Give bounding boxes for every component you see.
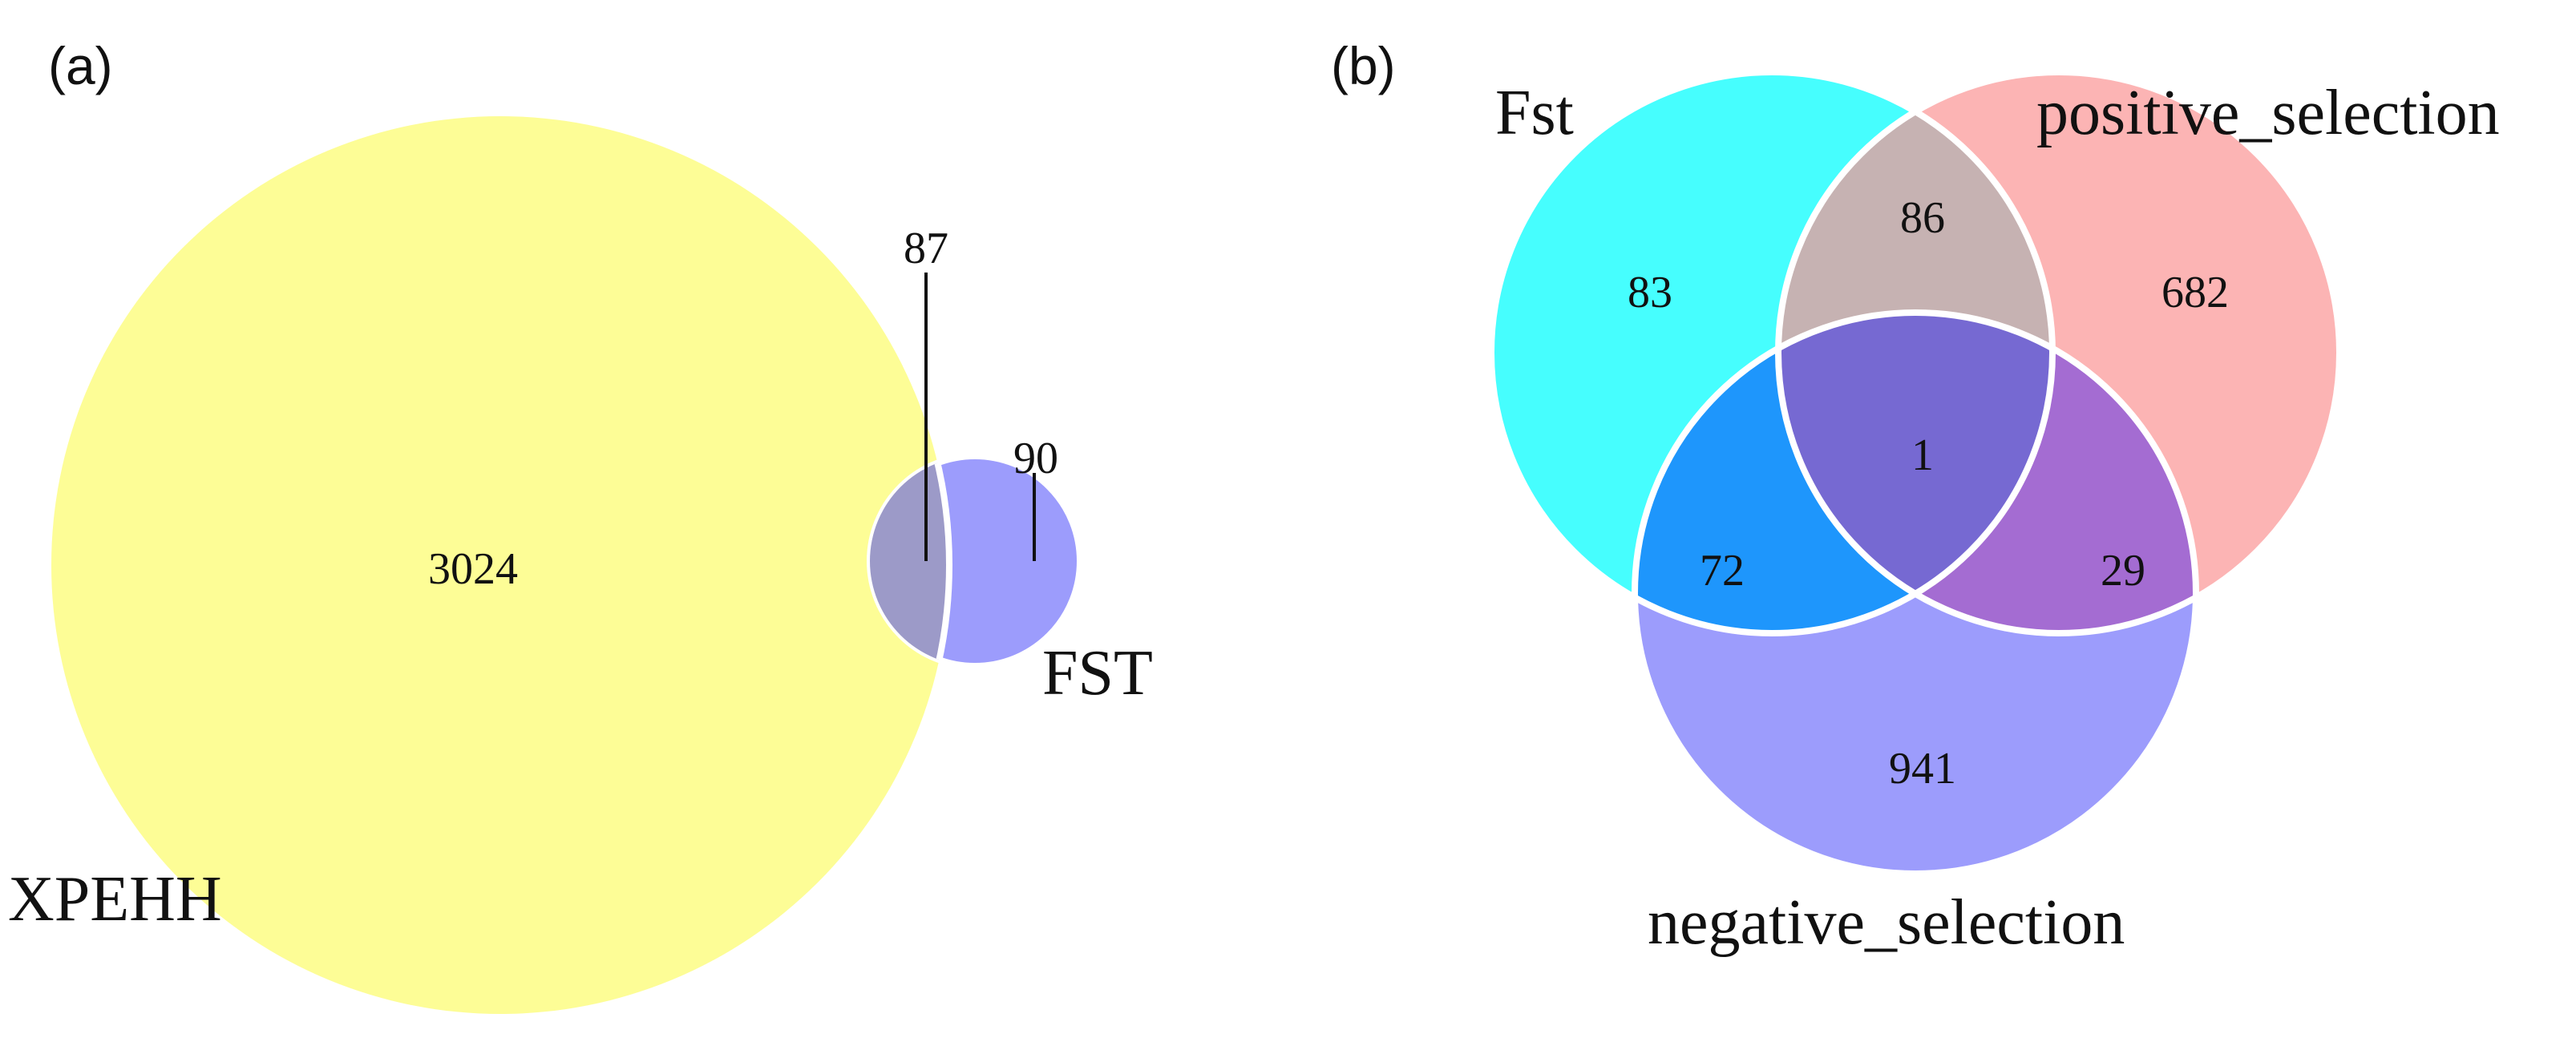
- xpehh-set-label: XPEHH: [8, 864, 222, 935]
- negative-selection-set-label: negative_selection: [1648, 887, 2125, 958]
- positive-only-count: 682: [2161, 268, 2229, 317]
- negative-only-count: 941: [1889, 744, 1956, 794]
- xpehh-set-circle: [51, 116, 949, 1014]
- fst-set-label: FST: [1042, 638, 1153, 709]
- positive-selection-set-label: positive_selection: [2036, 78, 2500, 148]
- fst-only-count: 90: [1013, 434, 1058, 483]
- panel-b: (b) 83 86 682 1 72 29 941: [1331, 36, 2500, 958]
- xpehh-fst-intersection-count: 87: [904, 224, 948, 273]
- panel-b-label: (b): [1331, 36, 1396, 95]
- panel-a: (a) 3024 87 90 XPEHH FST: [8, 36, 1153, 1014]
- xpehh-overlap-border: [870, 456, 952, 666]
- positive-negative-count: 29: [2101, 546, 2145, 596]
- negative-circle-border: [1632, 309, 2199, 877]
- panel-a-label: (a): [48, 36, 113, 95]
- fst-positive-count: 86: [1900, 193, 1945, 243]
- fst-set-label: Fst: [1495, 78, 1574, 148]
- fst-circle-border: [1488, 69, 2056, 636]
- fst-negative-count: 72: [1700, 546, 1745, 596]
- positive-circle-border: [1775, 69, 2343, 636]
- fst-only-count: 83: [1628, 268, 1672, 317]
- xpehh-only-count: 3024: [428, 544, 518, 594]
- all-three-count: 1: [1911, 430, 1934, 480]
